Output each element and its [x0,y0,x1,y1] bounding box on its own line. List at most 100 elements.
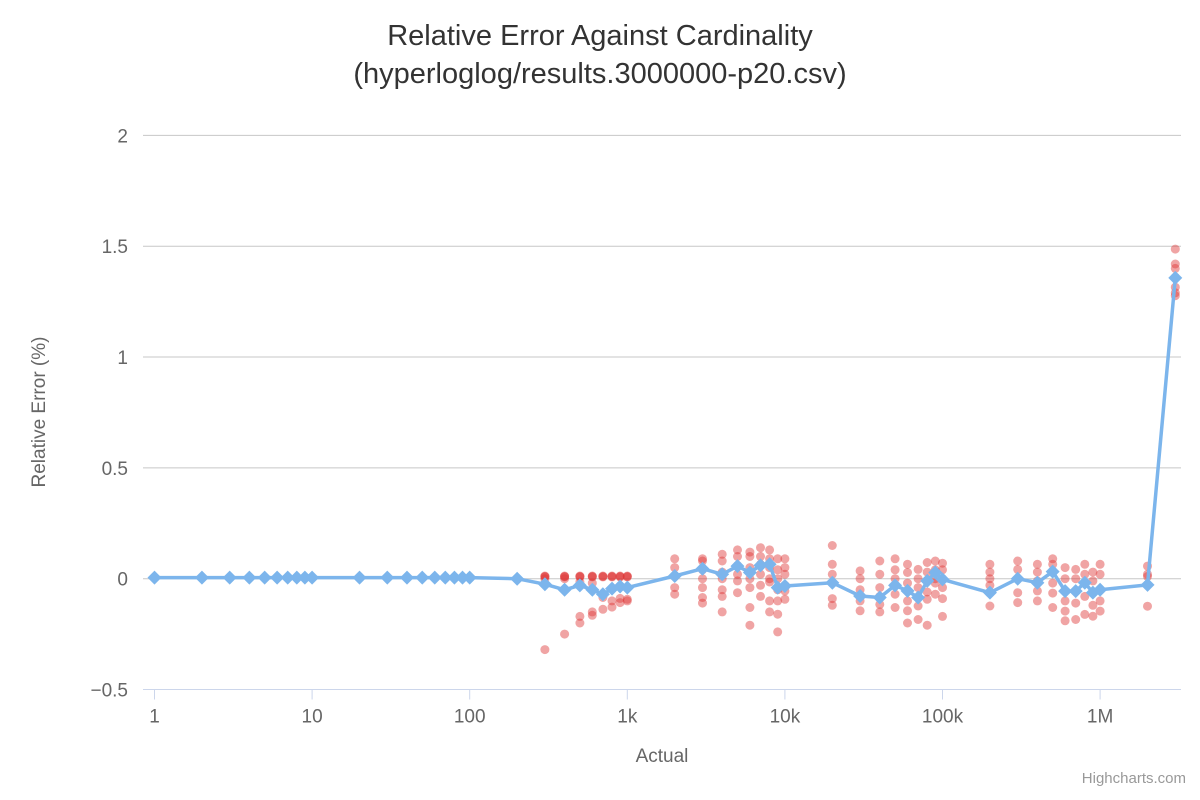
sample-point[interactable] [745,620,755,630]
sample-point[interactable] [745,547,755,557]
sample-point[interactable] [1080,569,1090,579]
sample-point[interactable] [587,572,597,582]
sample-point[interactable] [607,596,617,606]
sample-point[interactable] [575,618,585,628]
sample-point[interactable] [733,576,742,586]
sample-point[interactable] [913,601,923,611]
sample-point[interactable] [622,572,632,581]
sample-point[interactable] [670,554,680,564]
mean-point[interactable] [557,582,572,597]
sample-point[interactable] [773,596,783,606]
sample-point[interactable] [903,596,912,606]
sample-point[interactable] [1048,559,1058,569]
sample-point[interactable] [1080,591,1090,601]
sample-point[interactable] [1071,564,1081,574]
sample-point[interactable] [622,572,632,582]
sample-point[interactable] [773,627,783,637]
sample-point[interactable] [698,593,707,602]
mean-point[interactable] [415,570,430,585]
sample-point[interactable] [938,583,947,593]
mean-point[interactable] [1093,582,1108,597]
mean-point[interactable] [222,570,237,585]
sample-point[interactable] [855,606,865,616]
sample-point[interactable] [922,594,932,604]
sample-point[interactable] [780,554,790,564]
sample-point[interactable] [922,558,932,567]
mean-point[interactable] [280,570,295,585]
sample-point[interactable] [1095,559,1105,569]
sample-point[interactable] [938,611,947,621]
mean-point[interactable] [872,590,887,605]
sample-point[interactable] [875,569,885,579]
mean-point[interactable] [1030,575,1045,590]
sample-point[interactable] [773,565,783,575]
sample-point[interactable] [575,611,585,621]
sample-point[interactable] [1071,598,1081,608]
sample-point[interactable] [938,558,947,568]
sample-point[interactable] [930,589,940,599]
mean-point[interactable] [1058,584,1073,599]
sample-point[interactable] [717,585,727,595]
sample-point[interactable] [698,554,707,564]
mean-point[interactable] [1010,571,1025,586]
sample-point[interactable] [903,559,912,569]
sample-point[interactable] [615,571,625,581]
sample-point[interactable] [1095,596,1105,606]
mean-point[interactable] [447,570,462,585]
sample-point[interactable] [780,594,790,604]
mean-point[interactable] [742,565,757,580]
sample-point[interactable] [903,606,912,616]
sample-point[interactable] [765,545,775,555]
sample-point[interactable] [745,603,755,612]
sample-point[interactable] [1013,556,1023,566]
sample-point[interactable] [985,567,995,577]
sample-point[interactable] [913,564,923,574]
sample-point[interactable] [1170,263,1180,273]
sample-point[interactable] [1088,600,1098,610]
sample-point[interactable] [540,572,550,581]
sample-point[interactable] [780,563,790,573]
mean-point[interactable] [257,570,272,585]
mean-point[interactable] [462,570,477,585]
sample-point[interactable] [1048,603,1058,612]
mean-point[interactable] [825,575,840,590]
sample-point[interactable] [560,629,570,639]
sample-point[interactable] [1032,586,1042,596]
sample-point[interactable] [598,572,608,581]
sample-point[interactable] [560,574,570,584]
sample-point[interactable] [903,578,912,588]
sample-point[interactable] [756,543,765,553]
sample-point[interactable] [598,572,608,582]
sample-point[interactable] [1032,559,1042,569]
sample-point[interactable] [765,574,775,584]
sample-point[interactable] [903,568,912,577]
sample-point[interactable] [1080,559,1090,569]
sample-point[interactable] [622,594,632,604]
sample-point[interactable] [780,569,790,579]
sample-point[interactable] [827,594,837,604]
sample-point[interactable] [890,603,900,612]
sample-point[interactable] [827,600,837,610]
sample-point[interactable] [560,572,570,582]
sample-point[interactable] [670,583,680,593]
mean-point[interactable] [427,570,442,585]
sample-point[interactable] [615,572,625,581]
sample-point[interactable] [930,556,940,566]
sample-point[interactable] [607,602,617,612]
sample-point[interactable] [670,563,680,573]
mean-point[interactable] [305,570,320,585]
sample-point[interactable] [1095,606,1105,616]
sample-point[interactable] [1143,601,1152,611]
mean-point[interactable] [928,565,943,580]
mean-point[interactable] [1077,575,1092,590]
sample-point[interactable] [1060,616,1070,626]
sample-point[interactable] [587,610,597,620]
mean-point[interactable] [900,583,915,598]
sample-point[interactable] [1071,615,1081,624]
mean-point[interactable] [399,570,414,585]
sample-point[interactable] [1032,596,1042,606]
sample-point[interactable] [733,545,742,555]
sample-point[interactable] [540,572,550,582]
sample-point[interactable] [587,572,597,581]
mean-point[interactable] [297,570,312,585]
